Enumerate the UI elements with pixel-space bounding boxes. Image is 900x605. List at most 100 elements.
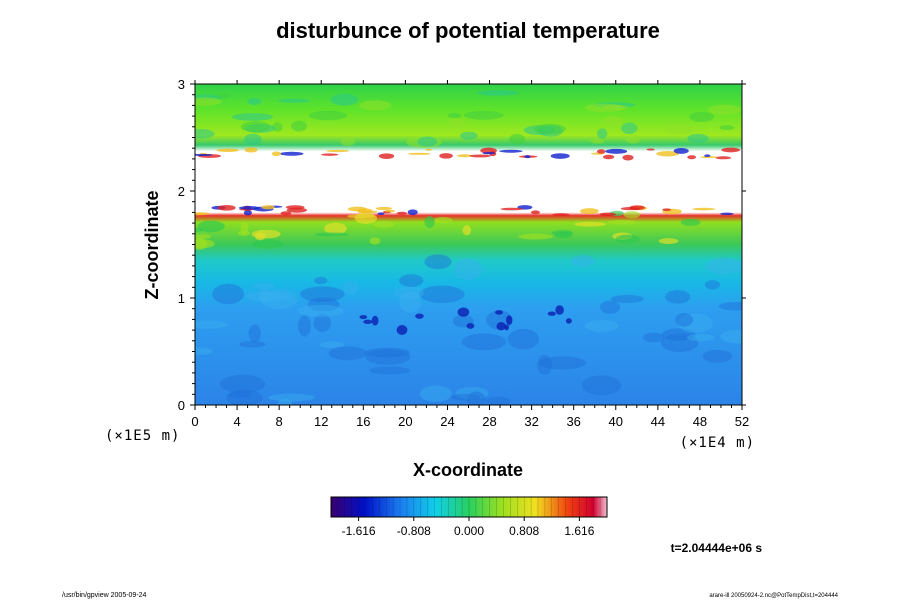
filament bbox=[425, 148, 432, 151]
eddy-blue bbox=[252, 282, 275, 290]
eddy-dark bbox=[496, 322, 506, 331]
heatmap-texture bbox=[195, 90, 742, 405]
wave bbox=[687, 133, 709, 143]
wave bbox=[584, 103, 625, 113]
eddy-blue bbox=[600, 300, 621, 314]
eddy-dark bbox=[506, 315, 513, 326]
filament bbox=[596, 149, 606, 154]
filament bbox=[195, 153, 213, 157]
filament bbox=[673, 147, 689, 154]
wave bbox=[272, 122, 283, 132]
wave bbox=[417, 136, 438, 147]
eddy-blue bbox=[450, 393, 481, 401]
eddy-blue bbox=[297, 304, 344, 317]
filament bbox=[243, 210, 252, 216]
wave bbox=[240, 121, 271, 133]
wave bbox=[195, 128, 215, 139]
filament bbox=[720, 212, 734, 216]
eddy-blue bbox=[419, 285, 465, 304]
eddy-blue bbox=[313, 313, 331, 333]
eddy-blue bbox=[424, 254, 452, 270]
filament bbox=[469, 154, 492, 158]
x-tick-label: 52 bbox=[735, 414, 749, 429]
wave bbox=[509, 133, 525, 145]
filament bbox=[721, 147, 741, 153]
eddy-blue bbox=[261, 289, 298, 310]
eddy-blue bbox=[228, 391, 252, 398]
eddy-dark bbox=[396, 325, 408, 336]
filament bbox=[407, 152, 431, 155]
filament bbox=[261, 205, 275, 210]
filament bbox=[321, 153, 339, 156]
eddy-green bbox=[518, 233, 553, 240]
eddy-green bbox=[424, 216, 435, 228]
eddy-blue bbox=[343, 280, 358, 295]
eddy-blue bbox=[369, 366, 410, 375]
wave bbox=[459, 131, 478, 140]
eddy-green bbox=[373, 220, 395, 228]
filament bbox=[396, 211, 408, 215]
x-tick-label: 28 bbox=[482, 414, 496, 429]
eddy-green bbox=[251, 229, 281, 239]
colorbar-tick-label: 0.000 bbox=[454, 524, 484, 538]
eddy-blue bbox=[365, 348, 411, 365]
colorbar-tick-label: 0.808 bbox=[509, 524, 539, 538]
eddy-blue bbox=[665, 290, 691, 304]
y-tick-label: 1 bbox=[178, 291, 185, 306]
wave bbox=[447, 112, 462, 119]
eddy-blue bbox=[661, 328, 696, 341]
eddy-blue bbox=[453, 258, 483, 280]
eddy-blue bbox=[195, 347, 213, 355]
wave bbox=[625, 134, 641, 144]
filament bbox=[385, 209, 395, 213]
y-axis-label: Z-coordinate bbox=[142, 190, 162, 299]
eddy-green bbox=[462, 225, 472, 236]
eddy-blue bbox=[675, 312, 694, 327]
wave bbox=[340, 137, 356, 146]
eddy-blue bbox=[307, 297, 340, 312]
filament bbox=[407, 209, 418, 216]
wave bbox=[243, 133, 262, 146]
x-tick-label: 48 bbox=[693, 414, 707, 429]
colorbar-tick-label: -1.616 bbox=[342, 524, 376, 538]
eddy-blue bbox=[581, 375, 622, 396]
eddy-blue bbox=[507, 328, 540, 350]
x-tick-label: 12 bbox=[314, 414, 328, 429]
eddy-blue bbox=[320, 341, 345, 348]
footer-left: /usr/bin/gpview 2005-09-24 bbox=[62, 592, 147, 599]
eddy-blue bbox=[220, 374, 266, 393]
eddy-blue bbox=[328, 346, 367, 361]
filament bbox=[216, 148, 239, 152]
filament bbox=[326, 149, 350, 153]
filament bbox=[280, 211, 292, 216]
eddy-blue bbox=[537, 354, 553, 375]
eddy-blue bbox=[610, 294, 644, 304]
eddy-blue bbox=[718, 301, 742, 311]
filament bbox=[687, 155, 697, 160]
wave bbox=[359, 100, 392, 111]
wave bbox=[719, 125, 735, 131]
eddy-dark bbox=[371, 315, 379, 326]
filament bbox=[347, 206, 368, 212]
eddy-green bbox=[433, 217, 453, 224]
eddy-blue bbox=[298, 315, 311, 337]
eddy-blue bbox=[720, 329, 742, 344]
x-tick-label: 32 bbox=[524, 414, 538, 429]
filament bbox=[195, 212, 210, 216]
eddy-dark bbox=[466, 322, 475, 329]
eddy-dark bbox=[415, 313, 424, 319]
eddy-blue bbox=[212, 283, 245, 305]
eddy-blue bbox=[394, 286, 425, 300]
x-tick-label: 16 bbox=[356, 414, 370, 429]
eddy-blue bbox=[195, 320, 228, 329]
x-axis-label: X-coordinate bbox=[413, 460, 523, 480]
eddy-green bbox=[369, 237, 381, 245]
eddy-blue bbox=[584, 319, 619, 333]
filament bbox=[550, 153, 570, 159]
filament bbox=[603, 154, 615, 160]
eddy-green bbox=[680, 218, 701, 226]
filament bbox=[480, 147, 497, 154]
x-axis-ticks: 0 4 8 12 16 20 24 28 32 36 40 44 48 52 bbox=[191, 80, 749, 429]
eddy-green bbox=[658, 238, 679, 244]
